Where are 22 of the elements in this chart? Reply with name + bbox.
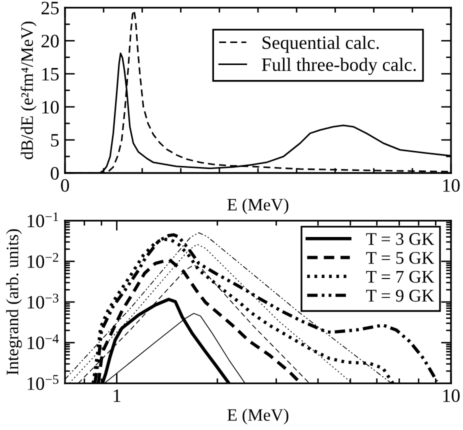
y-axis-title: dB/dE (e²fm⁴/MeV) [20,22,37,160]
y-tick-label: 15 [42,68,59,81]
y-tick-label: 0 [50,167,59,180]
y-tick-label: 20 [42,34,59,48]
x-axis-title: E (MeV) [227,408,288,424]
y-tick-label: 10$^{−1}$ [28,212,58,228]
x-axis-title: E (MeV) [227,198,288,214]
y-axis-title: Integrand (arb. units) [6,229,22,375]
y-tick-label: 10$^{−4}$ [28,334,59,350]
legend-label: Sequential calc. [262,36,379,53]
y-tick-label: 10$^{−5}$ [28,375,58,390]
y-tick-label: 10 [42,100,59,114]
legend-label: T = 3 GK [366,233,434,246]
legend-label: T = 7 GK [366,270,434,283]
legend-label: T = 9 GK [366,290,434,302]
legend-label: T = 5 GK [366,252,434,264]
y-tick-label: 25 [42,2,59,14]
y-tick-label: 5 [51,134,59,147]
legend-label: Full three-body calc. [262,58,416,75]
x-tick-label: 1 [114,389,120,402]
y-tick-label: 10$^{−2}$ [28,253,58,268]
y-tick-label: 10$^{−3}$ [28,294,58,309]
